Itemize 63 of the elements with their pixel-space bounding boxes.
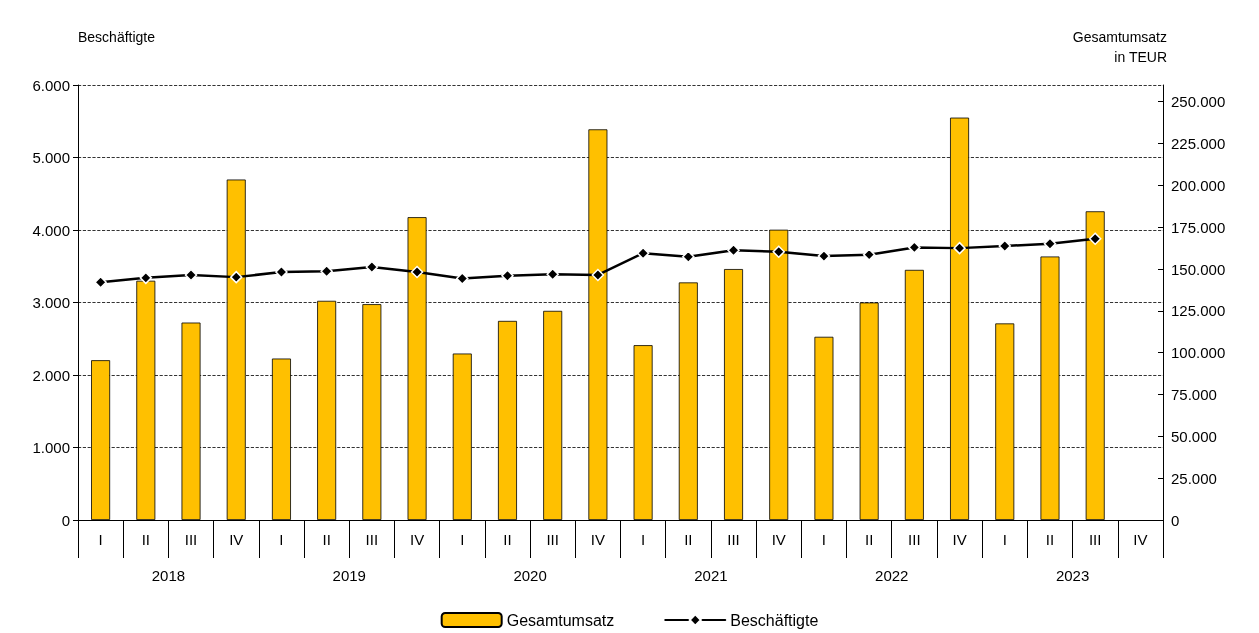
x-tick-label: III: [365, 531, 379, 548]
x-tick-label: I: [641, 531, 646, 548]
x-tick-label: IV: [590, 531, 605, 548]
point: [229, 270, 243, 284]
point: [410, 265, 424, 279]
x-tick-label: IV: [229, 531, 244, 548]
x-tick-label: I: [98, 531, 103, 548]
y-tick-label: 2.000: [32, 366, 70, 384]
y2-tick-label: 175.000: [1171, 218, 1226, 236]
x-tick-label: III: [546, 531, 559, 548]
y-tick-label: 4.000: [32, 221, 70, 239]
y-tick-label: 5.000: [32, 149, 70, 166]
y2-tick-label: 100.000: [1171, 344, 1226, 362]
legend-label: Gesamtumsatz: [506, 611, 615, 629]
x-tick-label: I: [460, 531, 465, 548]
y2-tick-label: 225.000: [1171, 135, 1226, 153]
y-tick-label: 0: [61, 511, 70, 529]
x-tick-label: I: [1002, 531, 1007, 548]
text: 2022: [875, 567, 909, 584]
text: 2020: [513, 567, 547, 584]
x-tick-label: IV: [1133, 531, 1148, 548]
y2-tick-label: 0: [1171, 511, 1180, 529]
y2-tick-label: 250.000: [1171, 93, 1226, 111]
point: [953, 241, 966, 255]
x-tick-label: II: [503, 531, 512, 548]
x-tick-label: II: [1045, 531, 1055, 548]
y-tick-label: 6.000: [32, 76, 70, 94]
y-tick-label: 1.000: [32, 439, 70, 456]
text: 2023: [1055, 567, 1090, 584]
text: 2021: [694, 567, 728, 584]
x-tick-label: I: [279, 531, 284, 548]
x-tick-label: III: [727, 531, 740, 548]
y2-tick-label: 75.000: [1171, 386, 1217, 404]
x-tick-label: II: [684, 531, 693, 548]
point: [139, 271, 153, 285]
y2-tick-label: 25.000: [1171, 469, 1217, 487]
point: [772, 245, 785, 258]
point: [591, 268, 605, 282]
y2-axis-title: Gesamtumsatz in TEUR: [1072, 29, 1167, 65]
x-tick-label: II: [322, 531, 331, 548]
y2-tick-label: 125.000: [1171, 302, 1226, 320]
x-tick-label: II: [864, 531, 874, 548]
legend-label: Beschäftigte: [730, 611, 819, 629]
x-tick-label: IV: [771, 531, 786, 548]
text: 2018: [151, 567, 186, 584]
x-tick-label: III: [908, 531, 921, 548]
point: [184, 268, 198, 282]
x-tick-label: II: [141, 531, 150, 548]
y-tick-label: 3.000: [32, 294, 70, 311]
y2-tick-label: 150.000: [1171, 260, 1226, 278]
point: [998, 239, 1012, 253]
x-tick-label: III: [1088, 531, 1102, 548]
y2-tick-label: 200.000: [1171, 176, 1226, 194]
point: [1088, 232, 1102, 245]
x-tick-label: IV: [409, 531, 425, 548]
point: [275, 265, 288, 279]
x-tick-label: III: [184, 531, 198, 548]
y-axis-title: Beschäftigte: [78, 29, 156, 45]
y2-tick-label: 50.000: [1171, 427, 1217, 445]
text: 2019: [332, 567, 366, 584]
x-tick-label: I: [821, 531, 827, 548]
point: [365, 260, 379, 274]
x-tick-label: IV: [952, 531, 967, 548]
